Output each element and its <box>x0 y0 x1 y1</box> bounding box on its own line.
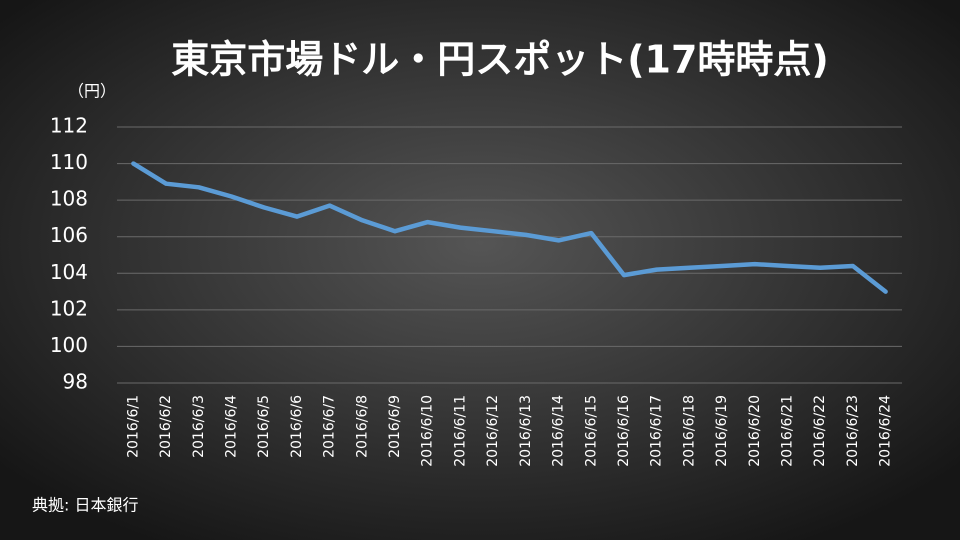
x-tick-label: 2016/6/9 <box>387 395 403 458</box>
x-tick-label: 2016/6/13 <box>518 395 534 467</box>
x-tick-label: 2016/6/23 <box>845 395 861 467</box>
y-unit: （円） <box>68 82 116 101</box>
x-tick-label: 2016/6/19 <box>714 395 730 467</box>
x-tick-label: 2016/6/8 <box>354 395 370 458</box>
x-tick-label: 2016/6/18 <box>681 395 697 467</box>
chart-title: 東京市場ドル・円スポット(17時時点) <box>171 38 829 82</box>
y-tick-label: 110 <box>50 150 88 174</box>
y-tick-label: 100 <box>50 333 88 357</box>
x-tick-label: 2016/6/20 <box>747 395 763 467</box>
x-tick-label: 2016/6/17 <box>649 395 665 467</box>
x-tick-label: 2016/6/2 <box>158 395 174 458</box>
x-tick-label: 2016/6/24 <box>878 395 894 467</box>
y-tick-label: 104 <box>50 260 88 284</box>
x-tick-label: 2016/6/14 <box>551 395 567 467</box>
y-tick-label: 98 <box>63 370 88 394</box>
y-tick-label: 102 <box>50 296 88 320</box>
x-tick-label: 2016/6/3 <box>191 395 207 458</box>
y-tick-label: 106 <box>50 223 88 247</box>
x-tick-label: 2016/6/11 <box>452 395 468 467</box>
x-tick-label: 2016/6/15 <box>583 395 599 467</box>
x-tick-label: 2016/6/16 <box>616 395 632 467</box>
y-tick-label: 112 <box>50 114 88 138</box>
y-tick-label: 108 <box>50 187 88 211</box>
x-tick-label: 2016/6/12 <box>485 395 501 467</box>
x-tick-label: 2016/6/21 <box>780 395 796 467</box>
x-tick-label: 2016/6/6 <box>289 395 305 458</box>
x-tick-label: 2016/6/1 <box>125 395 141 458</box>
x-tick-label: 2016/6/22 <box>812 395 828 467</box>
x-tick-label: 2016/6/7 <box>322 395 338 458</box>
line-series <box>131 161 888 294</box>
x-tick-label: 2016/6/4 <box>223 395 239 458</box>
x-tick-label: 2016/6/10 <box>420 395 436 467</box>
x-tick-label: 2016/6/5 <box>256 395 272 458</box>
source: 典拠: 日本銀行 <box>32 496 138 515</box>
